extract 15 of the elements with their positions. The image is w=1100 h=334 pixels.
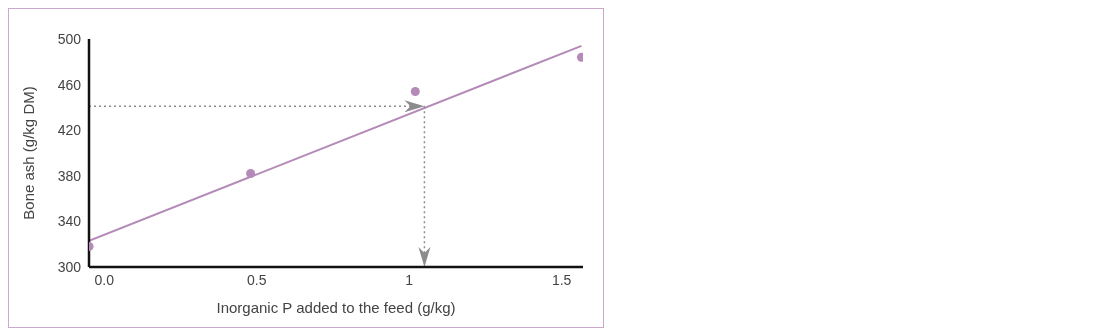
y-tick-label: 420 [57,122,82,139]
point [410,86,420,96]
y-axis-title: Bone ash (g/kg DM) [20,86,38,220]
y-tick-label: 460 [57,76,82,93]
y-tick-label: 500 [57,30,82,47]
y-tick-label: 300 [57,258,82,275]
y-tick-label: 340 [57,213,82,230]
x-tick-label: 0.0 [94,271,115,288]
y-tick-label: 380 [57,167,82,184]
x-tick-label: 1 [405,271,414,288]
x-axis-title: Inorganic P added to the feed (g/kg) [216,299,456,316]
point [576,52,583,62]
x-tick-label: 0.5 [246,271,267,288]
x-tick-label: 1.5 [551,271,572,288]
point [246,169,256,179]
